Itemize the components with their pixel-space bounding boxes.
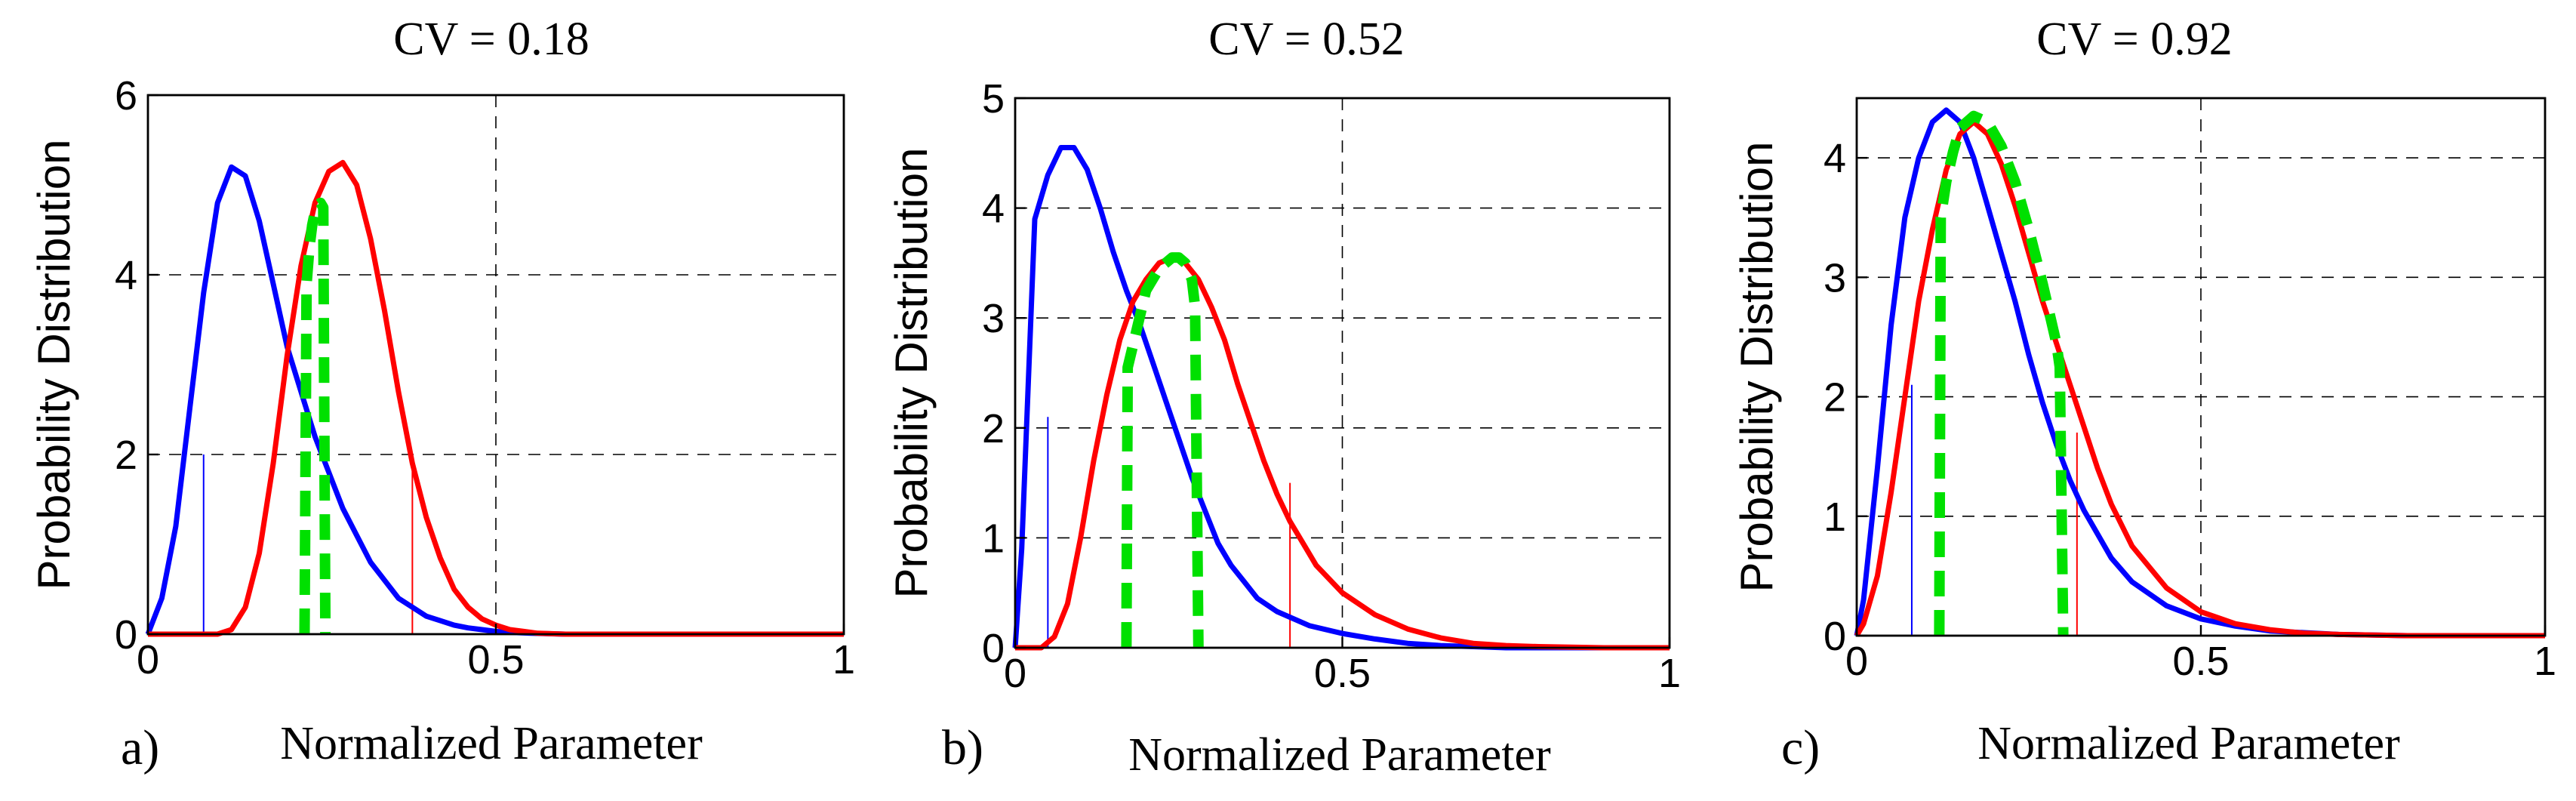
chart-panel-a: CV = 0.18 0 0.5 1 0 2 4 6 Probability Distribu… (29, 14, 855, 775)
series-line-red (1015, 254, 1670, 651)
x-tick-label: 0 (137, 637, 159, 682)
x-tick-label: 0.5 (467, 637, 524, 682)
y-tick-label: 2 (115, 433, 137, 478)
tick-labels: 0 0.5 1 0 1 2 3 4 5 (982, 76, 1681, 696)
x-tick-label: 0.5 (2172, 639, 2229, 684)
series-line-blue (1012, 145, 1670, 651)
y-tick-label: 3 (1824, 255, 1846, 300)
x-axis-label: Normalized Parameter (280, 718, 703, 769)
y-tick-label: 3 (982, 296, 1005, 341)
y-axis-label: Probability Distribution (1731, 142, 1782, 593)
x-tick-label: 0 (1845, 639, 1868, 684)
y-tick-label: 5 (982, 76, 1005, 122)
panel-label: c) (1781, 720, 1820, 775)
y-tick-label: 1 (982, 516, 1005, 561)
panel-label: b) (942, 720, 983, 775)
chart-title: CV = 0.18 (393, 14, 589, 65)
x-tick-label: 1 (2534, 639, 2556, 684)
x-tick-label: 1 (833, 637, 855, 682)
y-tick-label: 4 (982, 186, 1005, 232)
plot-area (146, 94, 845, 636)
x-axis-label: Normalized Parameter (1977, 718, 2400, 769)
y-tick-label: 2 (982, 406, 1005, 451)
grid-lines (148, 95, 844, 634)
y-tick-label: 1 (1824, 494, 1846, 540)
chart-title: CV = 0.52 (1208, 14, 1404, 65)
y-axis-label: Probability Distribution (886, 148, 937, 599)
y-axis-label: Probability Distribution (29, 140, 79, 590)
y-tick-label: 0 (115, 612, 137, 658)
y-tick-label: 2 (1824, 375, 1846, 421)
series-line-green (299, 197, 331, 635)
y-tick-label: 4 (1824, 136, 1846, 181)
y-tick-label: 0 (982, 626, 1005, 671)
series-group (1854, 107, 2545, 639)
x-tick-label: 0 (1004, 651, 1026, 696)
chart-title: CV = 0.92 (2036, 14, 2232, 65)
y-tick-label: 6 (115, 73, 137, 119)
y-tick-label: 0 (1824, 614, 1846, 659)
panel-label: a) (121, 720, 159, 775)
tick-labels: 0 0.5 1 0 1 2 3 4 (1824, 97, 2556, 684)
series-line-green (1934, 110, 2069, 636)
tick-labels: 0 0.5 1 0 2 4 6 (115, 73, 855, 682)
plot-area (1855, 97, 2547, 637)
chart-panel-b: CV = 0.52 0 0.5 1 0 1 2 3 4 5 Probability Distri… (886, 14, 1681, 781)
series-group (1012, 145, 1670, 651)
x-tick-label: 1 (1658, 651, 1681, 696)
y-tick-label: 4 (115, 253, 137, 298)
chart-panel-c: CV = 0.92 0 0.5 1 0 1 2 3 4 Probability Distrib… (1731, 14, 2556, 775)
x-axis-label: Normalized Parameter (1128, 729, 1551, 781)
x-tick-label: 0.5 (1314, 651, 1371, 696)
series-line-green (1121, 252, 1204, 649)
